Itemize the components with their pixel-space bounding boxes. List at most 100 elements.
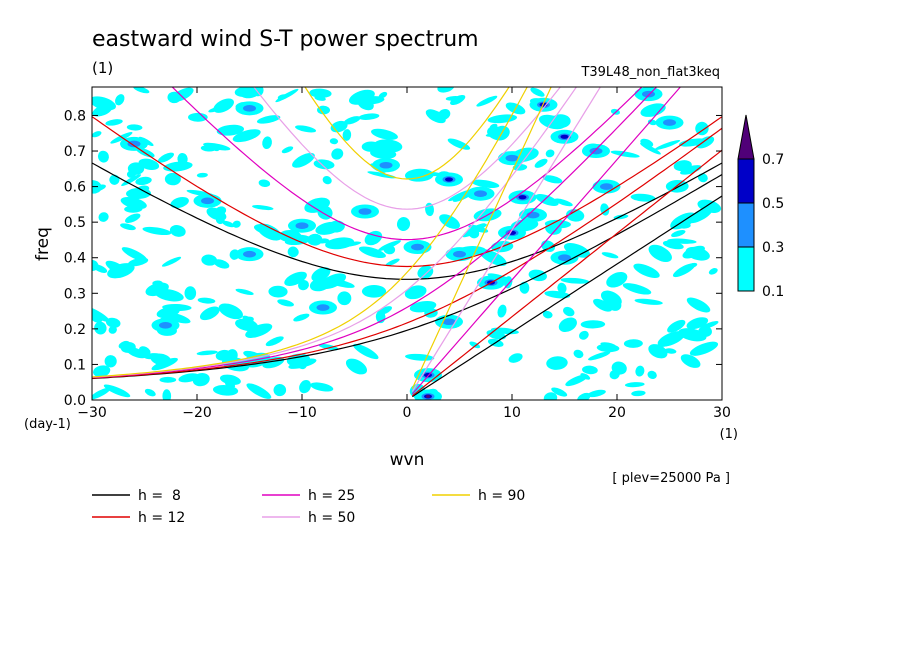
contour-patch <box>309 88 332 98</box>
legend-label: h = 12 <box>138 510 185 526</box>
contour-patch <box>197 297 216 304</box>
dispersion-curve-h12 <box>411 149 722 397</box>
contour-patch <box>680 354 701 368</box>
y-tick-label: 0.6 <box>64 180 86 196</box>
contour-patch <box>318 343 339 351</box>
contour-patch <box>164 172 181 186</box>
contour-patch <box>700 321 719 330</box>
contour-patch <box>98 212 109 222</box>
contour-patch <box>235 288 254 295</box>
contour-patch <box>199 306 220 321</box>
spectral-peak-level <box>558 254 571 262</box>
contour-patch <box>654 140 681 150</box>
contour-patch <box>667 238 697 244</box>
contour-patch <box>370 148 397 159</box>
contour-patch <box>657 339 677 347</box>
contour-patch <box>685 246 710 261</box>
contour-patch <box>135 176 152 186</box>
x-axis-label: wvn <box>390 450 425 470</box>
contour-patch <box>136 185 150 193</box>
contour-patch <box>273 384 287 397</box>
contour-patch <box>219 374 241 385</box>
contour-patch <box>469 341 481 349</box>
contour-patch <box>686 297 711 313</box>
contour-patch <box>304 197 330 213</box>
contour-patch <box>258 179 271 188</box>
plot-area <box>91 86 723 401</box>
contour-patch <box>184 286 197 301</box>
contour-patch <box>245 323 273 338</box>
spectral-peak-level <box>316 304 330 311</box>
contour-patch <box>348 89 375 105</box>
contour-patch <box>94 321 107 335</box>
contour-patch <box>126 124 143 131</box>
contour-patch <box>284 271 307 286</box>
contour-patch <box>371 128 398 140</box>
contour-patch <box>105 119 123 126</box>
contour-patch <box>542 310 553 319</box>
dispersion-curve-h8 <box>92 162 722 280</box>
contour-patch <box>554 198 573 207</box>
y-tick-label: 0.8 <box>64 108 86 124</box>
contour-patch <box>640 103 666 117</box>
contour-patch <box>622 283 652 295</box>
spectral-peak-level <box>505 154 519 162</box>
contour-patch <box>200 145 216 152</box>
contour-patch <box>92 184 106 193</box>
spectrum-contours <box>92 87 722 400</box>
contour-patch <box>311 267 331 282</box>
contour-patch <box>671 229 686 238</box>
contour-patch <box>133 87 150 94</box>
spectral-peak-level <box>411 243 424 251</box>
spectral-peak-level <box>642 90 655 98</box>
contour-patch <box>573 349 584 359</box>
contour-patch <box>234 87 257 97</box>
dispersion-curve-h50 <box>411 87 602 392</box>
contour-patch <box>648 244 672 263</box>
contour-patch <box>565 374 589 387</box>
contour-patch <box>558 317 577 333</box>
contour-patch <box>563 243 591 258</box>
contour-patch <box>542 175 563 184</box>
contour-patch <box>623 339 643 348</box>
contour-patch <box>530 87 545 97</box>
contour-patch <box>188 112 208 122</box>
contour-patch <box>439 214 460 229</box>
contour-patch <box>545 149 555 158</box>
contour-patch <box>105 317 121 328</box>
contour-patch <box>161 256 182 267</box>
dispersion-curve-h8 <box>92 173 722 380</box>
dispersion-curve-h12 <box>92 127 722 379</box>
contour-patch <box>635 365 645 377</box>
spectral-peak-level <box>426 394 430 398</box>
contour-patch <box>487 114 518 124</box>
contour-patch <box>115 94 125 106</box>
contour-patch <box>120 196 147 210</box>
contour-patch <box>673 160 692 172</box>
contour-patch <box>196 350 218 356</box>
contour-patch <box>534 158 548 168</box>
colorbar-label: 0.3 <box>762 240 784 256</box>
contour-patch <box>596 343 620 353</box>
contour-patch <box>97 150 109 163</box>
contour-patch <box>425 109 446 124</box>
spectral-peak-level <box>243 250 256 258</box>
dispersion-curves <box>92 87 722 398</box>
spectral-peak-level <box>243 105 256 112</box>
spectral-peak-level <box>445 177 453 182</box>
contour-patch <box>378 240 401 251</box>
contour-patch <box>560 277 590 284</box>
contour-patch <box>508 353 523 363</box>
contour-patch <box>157 152 174 163</box>
contour-patch <box>159 376 177 383</box>
contour-patch <box>648 344 668 359</box>
contour-patch <box>128 257 149 267</box>
spectral-peak-level <box>201 197 214 205</box>
contour-patch <box>293 313 310 322</box>
contour-patch <box>633 263 660 279</box>
x-tick-label: 30 <box>713 405 731 421</box>
spectral-peak-level <box>295 222 309 230</box>
contour-patch <box>120 223 136 231</box>
contour-patch <box>535 194 559 206</box>
